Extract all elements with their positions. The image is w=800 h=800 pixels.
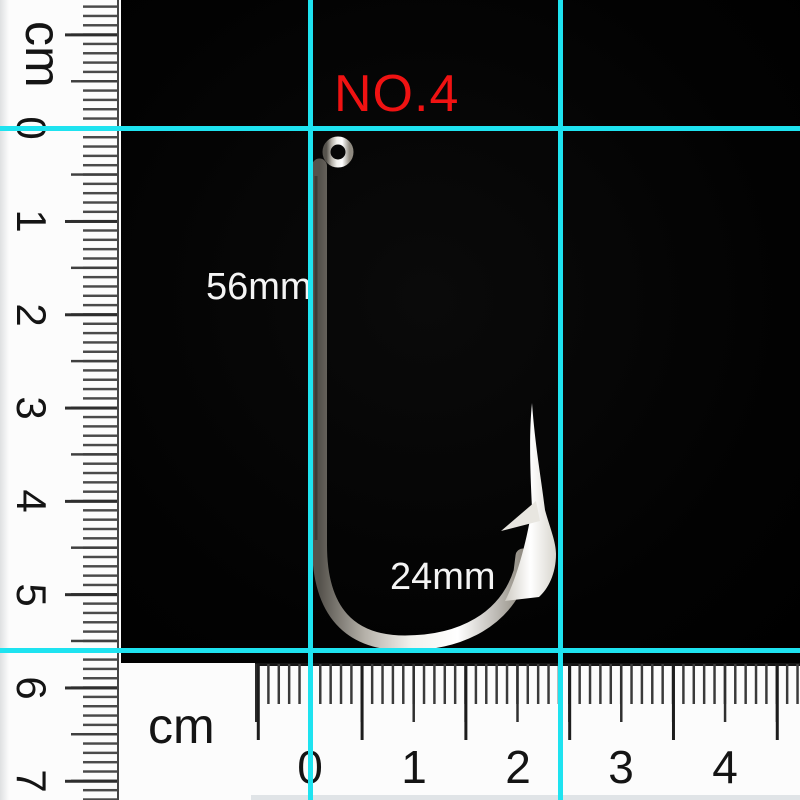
bottom-ruler-number-3: 3 [608, 741, 634, 793]
bottom-ruler-cm-ticks [255, 664, 800, 740]
bottom-ruler-unit-label: cm [148, 698, 215, 754]
left-ruler-number-7: 7 [8, 769, 55, 793]
left-ruler-unit-label: cm [15, 21, 71, 88]
left-ruler-number-1: 1 [8, 209, 55, 233]
left-ruler: cm 0 1 2 3 4 5 6 7 [0, 0, 121, 800]
left-ruler-number-4: 4 [8, 489, 55, 513]
size-title: NO.4 [334, 65, 460, 123]
shank-length-label: 56mm [206, 266, 312, 308]
left-ruler-number-6: 6 [8, 676, 55, 700]
left-ruler-cm-ticks [65, 0, 118, 800]
bottom-ruler: cm 0 1 2 3 4 [121, 663, 800, 800]
bottom-ruler-shadow [251, 795, 800, 800]
left-ruler-number-2: 2 [8, 303, 55, 327]
crosshair-line-left [308, 0, 313, 800]
bottom-ruler-number-1: 1 [401, 741, 427, 793]
left-ruler-number-5: 5 [8, 583, 55, 607]
gape-width-label: 24mm [390, 556, 496, 598]
crosshair-line-top [0, 126, 800, 131]
bottom-ruler-number-4: 4 [712, 741, 738, 793]
left-ruler-number-3: 3 [8, 396, 55, 420]
bottom-ruler-number-2: 2 [505, 741, 531, 793]
crosshair-line-right [558, 0, 563, 800]
left-ruler-edge [116, 0, 119, 800]
crosshair-line-bottom [0, 648, 800, 653]
